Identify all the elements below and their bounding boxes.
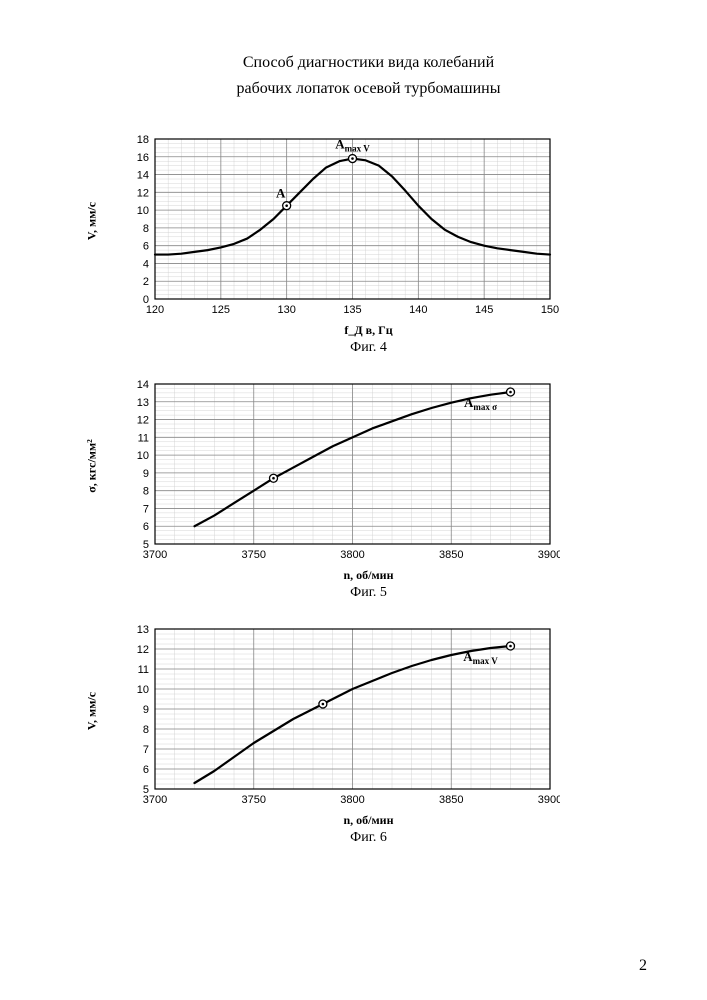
figure-4-xlabel: f_Д в, Гц bbox=[90, 323, 647, 338]
svg-text:16: 16 bbox=[137, 152, 149, 164]
svg-text:8: 8 bbox=[143, 724, 149, 736]
figure-5-ylabel: σ, кгс/мм² bbox=[85, 439, 100, 493]
svg-text:10: 10 bbox=[137, 450, 149, 462]
svg-text:12: 12 bbox=[137, 415, 149, 427]
svg-text:3900: 3900 bbox=[538, 794, 560, 806]
svg-text:6: 6 bbox=[143, 241, 149, 253]
figure-6-chart: V, мм/с 37003750380038503900567891011121… bbox=[120, 611, 647, 811]
svg-text:7: 7 bbox=[143, 744, 149, 756]
svg-text:10: 10 bbox=[137, 205, 149, 217]
figure-4-chart: V, мм/с 12012513013514014515002468101214… bbox=[120, 121, 647, 321]
svg-text:9: 9 bbox=[143, 704, 149, 716]
figure-6-xlabel: n, об/мин bbox=[90, 813, 647, 828]
figure-5-caption: Фиг. 5 bbox=[90, 585, 647, 601]
figure-4-ylabel: V, мм/с bbox=[85, 202, 100, 240]
figure-5-block: σ, кгс/мм² 37003750380038503900567891011… bbox=[90, 366, 647, 601]
svg-text:0: 0 bbox=[143, 294, 149, 306]
figure-6-ylabel: V, мм/с bbox=[85, 692, 100, 730]
svg-text:145: 145 bbox=[475, 304, 493, 316]
figure-5-xlabel: n, об/мин bbox=[90, 568, 647, 583]
svg-text:9: 9 bbox=[143, 468, 149, 480]
svg-text:125: 125 bbox=[212, 304, 230, 316]
svg-text:11: 11 bbox=[138, 433, 149, 445]
svg-text:12: 12 bbox=[137, 644, 149, 656]
svg-text:7: 7 bbox=[143, 504, 149, 516]
figure-5-svg: 37003750380038503900567891011121314Amax … bbox=[120, 366, 560, 566]
figure-6-caption: Фиг. 6 bbox=[90, 830, 647, 846]
svg-text:4: 4 bbox=[143, 259, 149, 271]
svg-text:3900: 3900 bbox=[538, 549, 560, 561]
svg-text:11: 11 bbox=[138, 664, 149, 676]
svg-text:A: A bbox=[276, 186, 286, 201]
page-title: Способ диагностики вида колебаний рабочи… bbox=[90, 50, 647, 101]
figure-6-svg: 370037503800385039005678910111213Amax V bbox=[120, 611, 560, 811]
figure-6-block: V, мм/с 37003750380038503900567891011121… bbox=[90, 611, 647, 846]
svg-text:3750: 3750 bbox=[242, 794, 266, 806]
svg-text:3800: 3800 bbox=[340, 549, 364, 561]
svg-text:12: 12 bbox=[137, 188, 149, 200]
svg-text:5: 5 bbox=[143, 539, 149, 551]
svg-text:3800: 3800 bbox=[340, 794, 364, 806]
svg-text:8: 8 bbox=[143, 486, 149, 498]
svg-text:150: 150 bbox=[541, 304, 559, 316]
svg-text:10: 10 bbox=[137, 684, 149, 696]
svg-text:6: 6 bbox=[143, 521, 149, 533]
svg-text:3750: 3750 bbox=[242, 549, 266, 561]
svg-text:135: 135 bbox=[343, 304, 361, 316]
page-number: 2 bbox=[639, 957, 647, 975]
svg-text:140: 140 bbox=[409, 304, 427, 316]
figure-4-svg: 120125130135140145150024681012141618AAma… bbox=[120, 121, 560, 321]
figure-5-chart: σ, кгс/мм² 37003750380038503900567891011… bbox=[120, 366, 647, 566]
figure-4-caption: Фиг. 4 bbox=[90, 340, 647, 356]
svg-text:2: 2 bbox=[143, 276, 149, 288]
svg-text:130: 130 bbox=[277, 304, 295, 316]
svg-text:8: 8 bbox=[143, 223, 149, 235]
figure-4-block: V, мм/с 12012513013514014515002468101214… bbox=[90, 121, 647, 356]
svg-text:13: 13 bbox=[137, 624, 149, 636]
title-line-1: Способ диагностики вида колебаний bbox=[90, 50, 647, 76]
svg-text:14: 14 bbox=[137, 170, 149, 182]
svg-text:6: 6 bbox=[143, 764, 149, 776]
svg-text:3850: 3850 bbox=[439, 549, 463, 561]
document-page: Способ диагностики вида колебаний рабочи… bbox=[0, 0, 707, 886]
svg-text:14: 14 bbox=[137, 379, 149, 391]
svg-text:5: 5 bbox=[143, 784, 149, 796]
svg-text:13: 13 bbox=[137, 397, 149, 409]
svg-text:18: 18 bbox=[137, 134, 149, 146]
svg-text:3850: 3850 bbox=[439, 794, 463, 806]
title-line-2: рабочих лопаток осевой турбомашины bbox=[90, 76, 647, 102]
